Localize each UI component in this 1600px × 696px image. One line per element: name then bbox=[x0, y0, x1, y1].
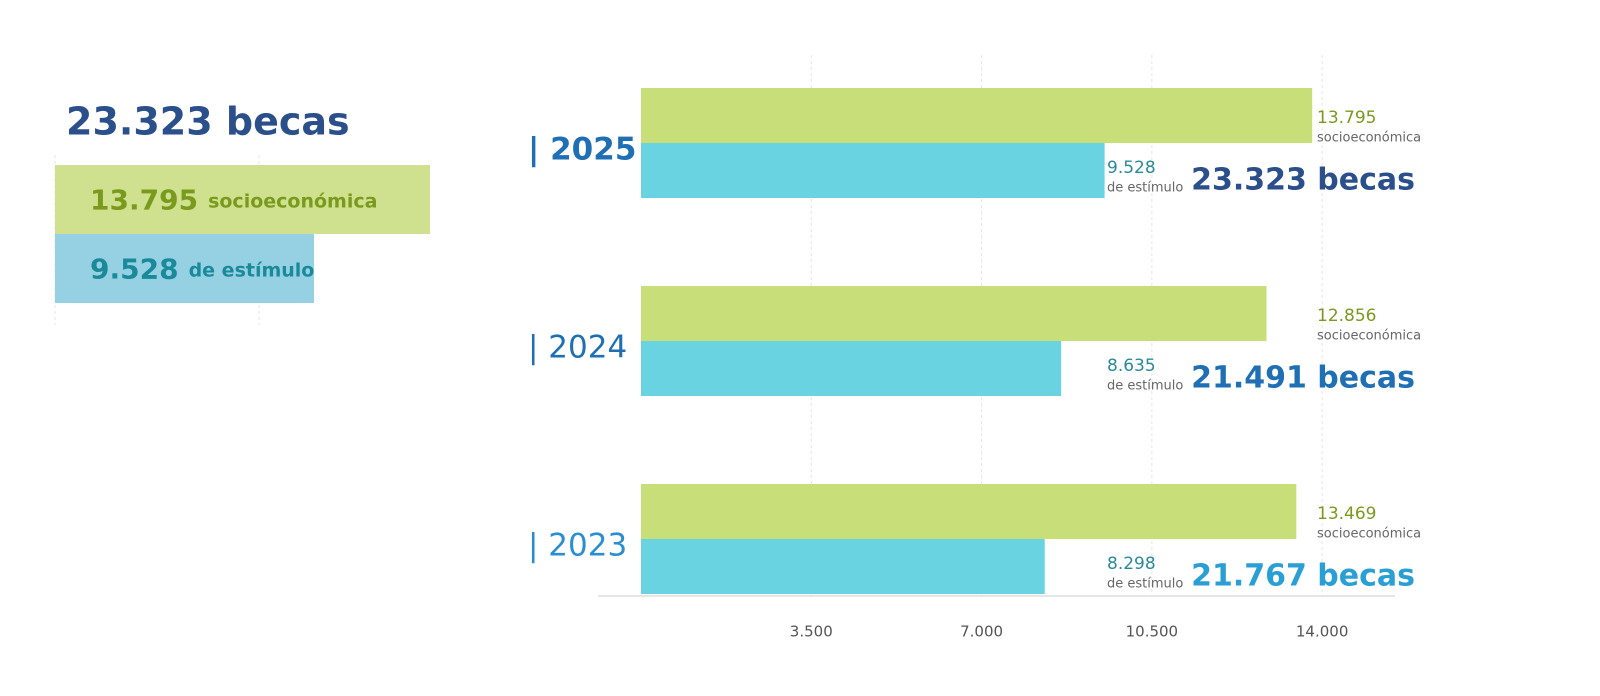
x-tick-label: 7.000 bbox=[960, 623, 1003, 641]
value-label: 8.298 bbox=[1107, 554, 1156, 574]
x-tick-label: 10.500 bbox=[1126, 623, 1179, 641]
summary-label: 9.528 de estímulo bbox=[90, 253, 314, 286]
bar bbox=[641, 484, 1297, 539]
summary-name: socioeconómica bbox=[208, 190, 377, 212]
bar bbox=[641, 143, 1105, 198]
series-label: de estímulo bbox=[1107, 577, 1183, 592]
total-label: 21.491 becas bbox=[1191, 361, 1415, 396]
series-label: de estímulo bbox=[1107, 181, 1183, 196]
value-label: 12.856 bbox=[1317, 306, 1376, 326]
x-tick-label: 14.000 bbox=[1296, 623, 1349, 641]
x-tick-label: 3.500 bbox=[790, 623, 833, 641]
summary-value: 9.528 bbox=[90, 253, 179, 286]
value-label: 13.469 bbox=[1317, 504, 1376, 524]
summary-value: 13.795 bbox=[90, 184, 198, 217]
bar bbox=[641, 539, 1045, 594]
bar bbox=[641, 286, 1267, 341]
summary-label: 13.795 socioeconómica bbox=[90, 184, 377, 217]
series-label: socioeconómica bbox=[1317, 131, 1421, 146]
bar bbox=[641, 341, 1062, 396]
value-label: 8.635 bbox=[1107, 356, 1156, 376]
summary-bar bbox=[55, 165, 430, 234]
total-label: 21.767 becas bbox=[1191, 559, 1415, 594]
series-label: de estímulo bbox=[1107, 379, 1183, 394]
summary-bar bbox=[55, 234, 315, 303]
summary-name: de estímulo bbox=[189, 259, 315, 281]
value-label: 9.528 bbox=[1107, 158, 1156, 178]
category-label: | 2025 bbox=[528, 132, 636, 168]
summary-title: 23.323 becas bbox=[66, 100, 350, 144]
series-label: socioeconómica bbox=[1317, 527, 1421, 542]
series-label: socioeconómica bbox=[1317, 329, 1421, 344]
value-label: 13.795 bbox=[1317, 108, 1376, 128]
category-label: | 2023 bbox=[528, 528, 627, 564]
bar bbox=[641, 88, 1313, 143]
total-label: 23.323 becas bbox=[1191, 163, 1415, 198]
category-label: | 2024 bbox=[528, 330, 627, 366]
